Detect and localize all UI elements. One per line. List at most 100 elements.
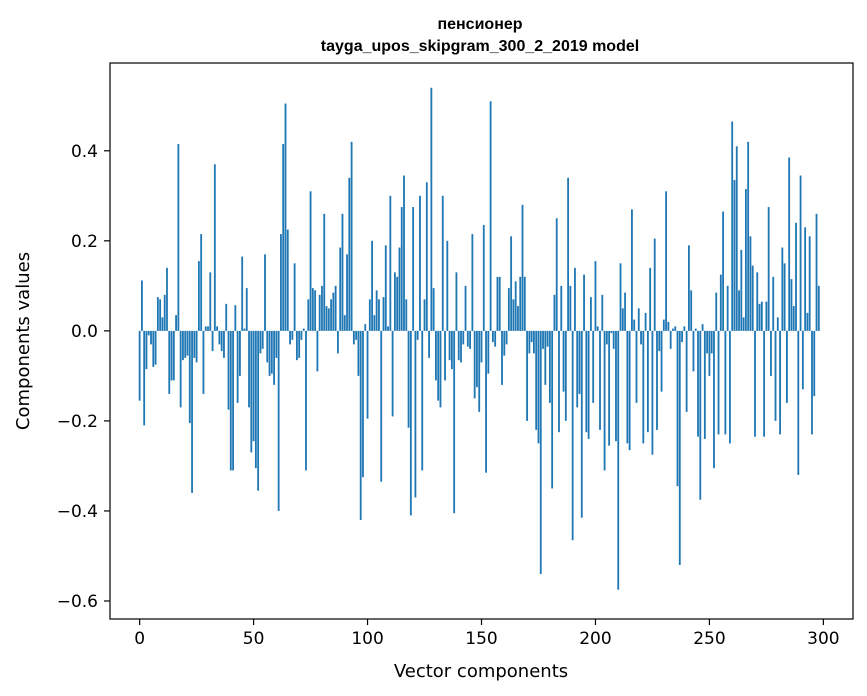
- bar: [444, 330, 446, 381]
- bar: [646, 330, 649, 433]
- bar: [580, 330, 583, 518]
- bar: [473, 330, 476, 399]
- bar: [441, 195, 444, 331]
- bar: [414, 330, 417, 498]
- bar: [232, 330, 234, 471]
- bar: [218, 330, 221, 345]
- bar: [236, 330, 239, 403]
- bar: [546, 330, 549, 347]
- bar: [309, 191, 312, 331]
- bar: [758, 303, 761, 331]
- bar: [311, 288, 314, 331]
- bar: [792, 306, 795, 331]
- bar: [314, 290, 317, 331]
- bar: [350, 141, 353, 331]
- bar: [742, 317, 745, 331]
- bar: [341, 213, 344, 331]
- bar: [220, 330, 223, 352]
- bar: [172, 330, 175, 381]
- bar: [754, 330, 756, 437]
- bar: [576, 330, 579, 408]
- bar: [364, 324, 367, 331]
- bar: [733, 180, 736, 331]
- bar: [683, 326, 686, 331]
- bar: [697, 330, 699, 437]
- bar: [801, 330, 804, 390]
- bar: [209, 272, 212, 331]
- bar: [747, 141, 750, 331]
- bar: [380, 330, 383, 482]
- bar: [482, 225, 485, 331]
- bar: [348, 177, 351, 331]
- bar: [676, 330, 679, 487]
- bar: [658, 330, 661, 352]
- bar: [560, 285, 563, 331]
- x-tick-label: 0: [134, 629, 145, 649]
- bar: [430, 87, 433, 331]
- bar: [316, 330, 319, 372]
- bar: [703, 330, 706, 439]
- bar: [195, 330, 198, 363]
- bar: [555, 218, 558, 331]
- bar: [533, 330, 535, 354]
- bar: [387, 326, 389, 331]
- bar: [738, 290, 740, 331]
- bar: [797, 330, 800, 475]
- bar: [601, 294, 604, 331]
- bar: [656, 330, 658, 430]
- bar: [191, 330, 193, 493]
- bar: [403, 175, 405, 331]
- bar: [690, 290, 693, 331]
- bar: [469, 330, 472, 349]
- bar: [507, 288, 510, 331]
- bar: [147, 330, 150, 336]
- bar: [672, 328, 674, 331]
- bar: [268, 330, 271, 376]
- bar: [455, 272, 458, 331]
- bar: [156, 297, 159, 331]
- y-tick-label: 0.2: [71, 232, 98, 252]
- bar: [485, 330, 487, 473]
- bar: [216, 326, 219, 331]
- bar: [653, 238, 656, 331]
- x-axis: 0 50 100 150 200 250 300: [134, 619, 840, 649]
- bar: [373, 315, 376, 331]
- bar: [813, 330, 816, 397]
- bar: [391, 330, 394, 417]
- bar: [357, 330, 360, 376]
- bar: [177, 144, 180, 331]
- bar: [302, 328, 305, 331]
- bar: [624, 292, 626, 331]
- bar: [396, 276, 399, 331]
- bar: [631, 209, 633, 331]
- bar: [694, 328, 697, 331]
- bar: [412, 207, 415, 331]
- bar: [642, 330, 645, 444]
- x-axis-label: Vector components: [394, 661, 568, 682]
- bar: [325, 306, 328, 331]
- bar: [416, 330, 419, 340]
- bar: [640, 330, 642, 345]
- bar: [254, 330, 257, 469]
- bar: [788, 157, 791, 331]
- bar: [535, 330, 538, 430]
- bar: [717, 330, 720, 435]
- bar: [808, 236, 811, 331]
- bar: [407, 330, 410, 428]
- bar: [259, 330, 262, 354]
- bar: [321, 285, 323, 331]
- bar: [667, 321, 670, 331]
- bar: [530, 330, 533, 343]
- bar: [409, 330, 412, 516]
- bar: [765, 301, 768, 331]
- bar: [674, 326, 677, 331]
- bar: [476, 330, 478, 388]
- bar: [398, 247, 401, 331]
- bar: [562, 330, 565, 392]
- bar: [264, 254, 266, 331]
- bar: [770, 330, 772, 376]
- bar: [644, 312, 647, 331]
- bar: [685, 330, 688, 412]
- bar: [457, 330, 460, 361]
- bar: [574, 267, 576, 331]
